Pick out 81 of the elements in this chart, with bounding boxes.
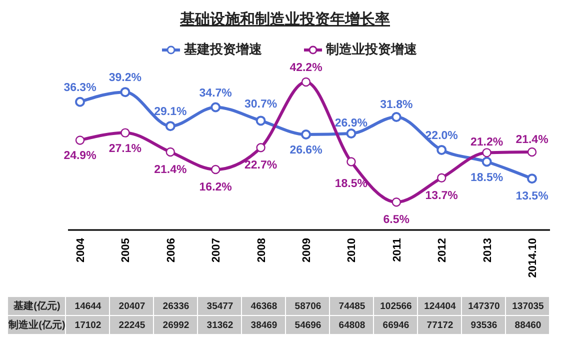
point — [346, 157, 356, 166]
text: 20407 — [118, 301, 146, 312]
data-label: 26.6% — [290, 144, 322, 157]
x-tick-label: 2011 — [391, 238, 404, 262]
x-tick-label: 2010 — [346, 238, 358, 262]
data-label: 13.7% — [425, 190, 458, 202]
text: 124404 — [424, 301, 457, 312]
data-label: 30.7% — [244, 98, 278, 111]
text: 38469 — [250, 320, 278, 332]
text: 制造业(亿元) — [8, 319, 66, 332]
text: 26992 — [162, 320, 190, 332]
x-tick-label: 2008 — [256, 238, 268, 262]
point — [120, 128, 130, 138]
point — [436, 144, 447, 155]
text: 77172 — [426, 320, 454, 332]
data-label: 24.9% — [64, 150, 96, 162]
point — [165, 121, 176, 132]
text: 66946 — [382, 320, 410, 332]
x-tick-label: 2012 — [436, 238, 449, 262]
legend-label: 制造业投资增速 — [325, 41, 418, 56]
point — [527, 174, 537, 184]
text: 147370 — [468, 301, 500, 312]
point — [120, 87, 130, 98]
x-tick-label: 2005 — [120, 238, 132, 262]
data-label: 21.2% — [470, 136, 504, 149]
data-label: 22.7% — [244, 160, 278, 172]
text: 88460 — [514, 320, 542, 332]
data-label: 36.3% — [64, 82, 96, 94]
data-label: 18.5% — [334, 178, 368, 190]
data-label: 21.4% — [516, 134, 548, 146]
text: 31362 — [206, 320, 234, 332]
data-label: 27.1% — [108, 142, 142, 155]
text: 64808 — [338, 320, 366, 332]
x-tick-label: 2006 — [165, 238, 178, 262]
point — [301, 77, 311, 87]
point — [256, 143, 266, 152]
chart-title: 基础设施和制造业投资年增长率 — [179, 10, 390, 28]
text: 14644 — [74, 301, 102, 312]
x-tick-label: 2007 — [210, 238, 223, 262]
point — [527, 147, 537, 157]
text: 93536 — [470, 320, 498, 332]
data-label: 29.1% — [154, 106, 187, 118]
point — [75, 136, 85, 145]
text: 46368 — [250, 301, 278, 312]
point — [75, 96, 85, 107]
data-label: 42.2% — [290, 62, 322, 74]
data-label: 34.7% — [199, 87, 232, 100]
point — [482, 156, 492, 167]
text: 74485 — [338, 301, 366, 312]
point — [301, 129, 311, 140]
text: 26336 — [162, 301, 190, 312]
text: 102566 — [380, 301, 412, 312]
text: 58706 — [294, 301, 322, 312]
data-label: 39.2% — [108, 72, 142, 84]
point — [391, 112, 402, 122]
text: 基建(亿元) — [12, 300, 60, 312]
point — [256, 116, 266, 126]
point — [346, 128, 356, 138]
data-label: 6.5% — [383, 214, 410, 226]
text: 22245 — [118, 320, 146, 332]
point — [166, 147, 175, 157]
x-tick-label: 2004 — [75, 237, 87, 262]
text: 54696 — [294, 320, 322, 332]
data-label: 13.5% — [516, 190, 548, 203]
data-label: 31.8% — [380, 99, 413, 112]
data-label: 18.5% — [470, 172, 504, 184]
text: 137035 — [512, 301, 545, 312]
point — [482, 148, 492, 158]
text: 17102 — [74, 320, 102, 332]
point — [210, 102, 221, 112]
data-label: 26.9% — [334, 118, 368, 130]
data-label: 16.2% — [199, 182, 232, 194]
x-tick-label: 2014.10 — [527, 238, 539, 278]
x-tick-label: 2013 — [482, 238, 494, 262]
point — [437, 173, 446, 182]
legend-label: 基建投资增速 — [183, 41, 263, 56]
point — [211, 164, 220, 174]
x-tick-label: 2009 — [301, 238, 313, 262]
text: 35477 — [206, 301, 234, 312]
point — [392, 198, 401, 207]
data-label: 21.4% — [154, 164, 187, 176]
